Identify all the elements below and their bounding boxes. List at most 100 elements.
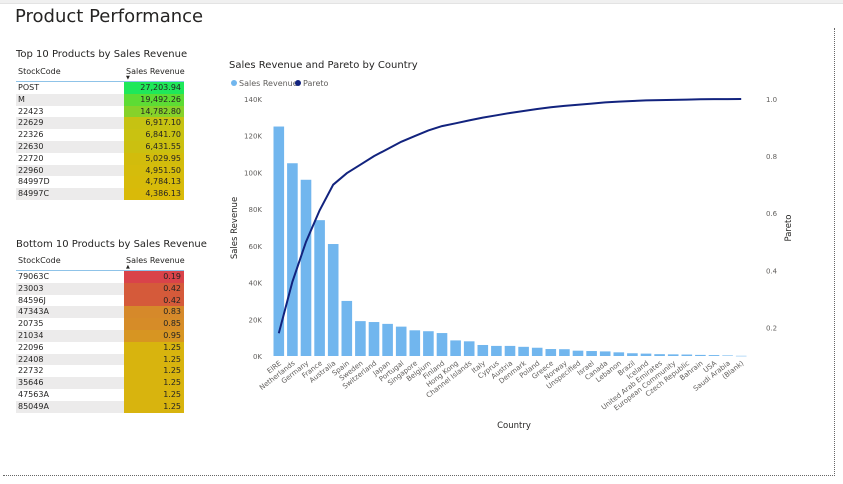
cell-stockcode: 84997D	[18, 177, 50, 187]
x-axis-title: Country	[497, 421, 531, 431]
cell-stockcode: 47343A	[18, 307, 49, 317]
y2-axis-title: Pareto	[784, 214, 794, 241]
bar-israel	[586, 351, 597, 356]
y-tick-label: 60K	[249, 243, 263, 251]
cell-sales-revenue: 0.95	[124, 329, 184, 342]
table-row[interactable]: 47563A 1.25	[16, 388, 184, 401]
bar-portugal	[395, 326, 407, 356]
sort-up-icon[interactable]: ▲	[126, 264, 130, 270]
cell-stockcode: 85049A	[18, 401, 49, 411]
cell-stockcode: 35646	[18, 378, 44, 388]
cell-stockcode: 23003	[18, 283, 44, 293]
cell-stockcode: 22960	[18, 165, 44, 175]
cell-stockcode: 22408	[18, 354, 44, 364]
y2-tick-label: 1.0	[766, 96, 777, 104]
bar-greece	[545, 349, 557, 356]
table-row[interactable]: 84997D 4,784.13	[16, 176, 184, 189]
table-row[interactable]: 22960 4,951.50	[16, 164, 184, 177]
y2-tick-label: 0.6	[766, 210, 778, 218]
cell-stockcode: 79063C	[18, 272, 50, 281]
legend-label-pareto: Pareto	[303, 79, 329, 88]
legend-label-sales-revenue: Sales Revenue	[239, 79, 298, 88]
table-row[interactable]: 22720 5,029.95	[16, 152, 184, 165]
y-tick-label: 0K	[253, 353, 262, 361]
table-row[interactable]: 79063C 0.19	[16, 271, 184, 283]
bar-denmark	[518, 346, 529, 356]
table-header: StockCode Sales Revenue ▼	[16, 64, 185, 82]
page-title: Product Performance	[15, 6, 204, 27]
column-header-sales-revenue[interactable]: Sales Revenue	[126, 67, 185, 76]
top-table-title: Top 10 Products by Sales Revenue	[16, 49, 188, 60]
cell-stockcode: 22720	[18, 153, 44, 163]
y2-tick-label: 0.4	[766, 267, 778, 275]
table-row[interactable]: 21034 0.95	[16, 329, 184, 342]
bottom-table-title: Bottom 10 Products by Sales Revenue	[16, 239, 207, 250]
cell-sales-revenue: 27,203.94	[124, 82, 184, 94]
cell-stockcode: 47563A	[18, 389, 49, 399]
pareto-line	[277, 98, 742, 334]
bar-usa	[708, 355, 720, 356]
cell-sales-revenue: 1.25	[124, 377, 184, 389]
bar-lebanon	[613, 352, 625, 356]
column-header-stockcode[interactable]: StockCode	[18, 256, 61, 265]
table-row[interactable]: 22423 14,782.80	[16, 105, 184, 118]
table-row[interactable]: 22408 1.25	[16, 353, 184, 366]
y-tick-label: 40K	[249, 280, 263, 288]
table-row[interactable]: 85049A 1.25	[16, 400, 184, 413]
sort-down-icon[interactable]: ▼	[126, 75, 130, 81]
cell-sales-revenue: 6,431.55	[124, 140, 184, 153]
cell-stockcode: POST	[18, 83, 40, 92]
cell-sales-revenue: 4,784.13	[124, 176, 184, 189]
bar-japan	[382, 323, 393, 356]
bar-switzerland	[368, 322, 380, 356]
table-row[interactable]: 84997C 4,386.13	[16, 188, 184, 200]
cell-stockcode: 20735	[18, 319, 44, 329]
table-row[interactable]: 22326 6,841.70	[16, 129, 184, 141]
legend-marker-sales-revenue	[231, 80, 237, 86]
table-row[interactable]: 84596J 0.42	[16, 294, 184, 307]
cell-stockcode: 84596J	[18, 295, 46, 305]
bar-france	[314, 220, 325, 356]
bar-netherlands	[287, 163, 298, 356]
bar-poland	[531, 347, 543, 356]
table-row[interactable]: 22096 1.25	[16, 341, 184, 354]
table-row[interactable]: POST 27,203.94	[16, 82, 184, 94]
cell-stockcode: 21034	[18, 330, 44, 340]
legend-marker-pareto	[295, 80, 301, 86]
bar-bahrain	[695, 354, 706, 356]
bar-saudi-arabia	[722, 355, 733, 356]
table-row[interactable]: 22629 6,917.10	[16, 117, 184, 130]
table-row[interactable]: 22732 1.25	[16, 365, 184, 378]
bar-belgium	[423, 331, 434, 356]
cell-sales-revenue: 1.25	[124, 388, 184, 401]
bar-channel-islands	[463, 341, 475, 356]
chart-title: Sales Revenue and Pareto by Country	[229, 60, 418, 71]
table-row[interactable]: 35646 1.25	[16, 377, 184, 389]
column-header-stockcode[interactable]: StockCode	[18, 67, 61, 76]
cell-sales-revenue: 0.83	[124, 306, 184, 319]
bottom-products-table: StockCode Sales Revenue ▲ 79063C 0.19 2300…	[16, 253, 185, 413]
y2-tick-label: 0.8	[766, 153, 777, 161]
table-row[interactable]: 20735 0.85	[16, 318, 184, 330]
y-tick-label: 80K	[249, 206, 263, 214]
y-tick-label: 20K	[249, 316, 263, 324]
cell-stockcode: 84997C	[18, 189, 50, 199]
cell-sales-revenue: 6,841.70	[124, 129, 184, 141]
cell-sales-revenue: 1.25	[124, 341, 184, 354]
table-row[interactable]: 22630 6,431.55	[16, 140, 184, 153]
cell-sales-revenue: 1.25	[124, 365, 184, 378]
bar-norway	[559, 349, 570, 356]
cell-sales-revenue: 6,917.10	[124, 117, 184, 130]
bar-eire	[273, 126, 285, 357]
bar-unspecified	[572, 350, 584, 356]
column-header-sales-revenue[interactable]: Sales Revenue	[126, 256, 185, 265]
cell-sales-revenue: 0.42	[124, 294, 184, 307]
table-row[interactable]: 47343A 0.83	[16, 306, 184, 319]
bar-cyprus	[491, 345, 502, 356]
cell-sales-revenue: 19,492.26	[124, 93, 184, 106]
table-row[interactable]: 23003 0.42	[16, 282, 184, 295]
bar-brazil	[627, 353, 638, 356]
bar-hong-kong	[450, 340, 461, 356]
bar-singapore	[409, 330, 421, 356]
table-row[interactable]: M 19,492.26	[16, 93, 184, 106]
